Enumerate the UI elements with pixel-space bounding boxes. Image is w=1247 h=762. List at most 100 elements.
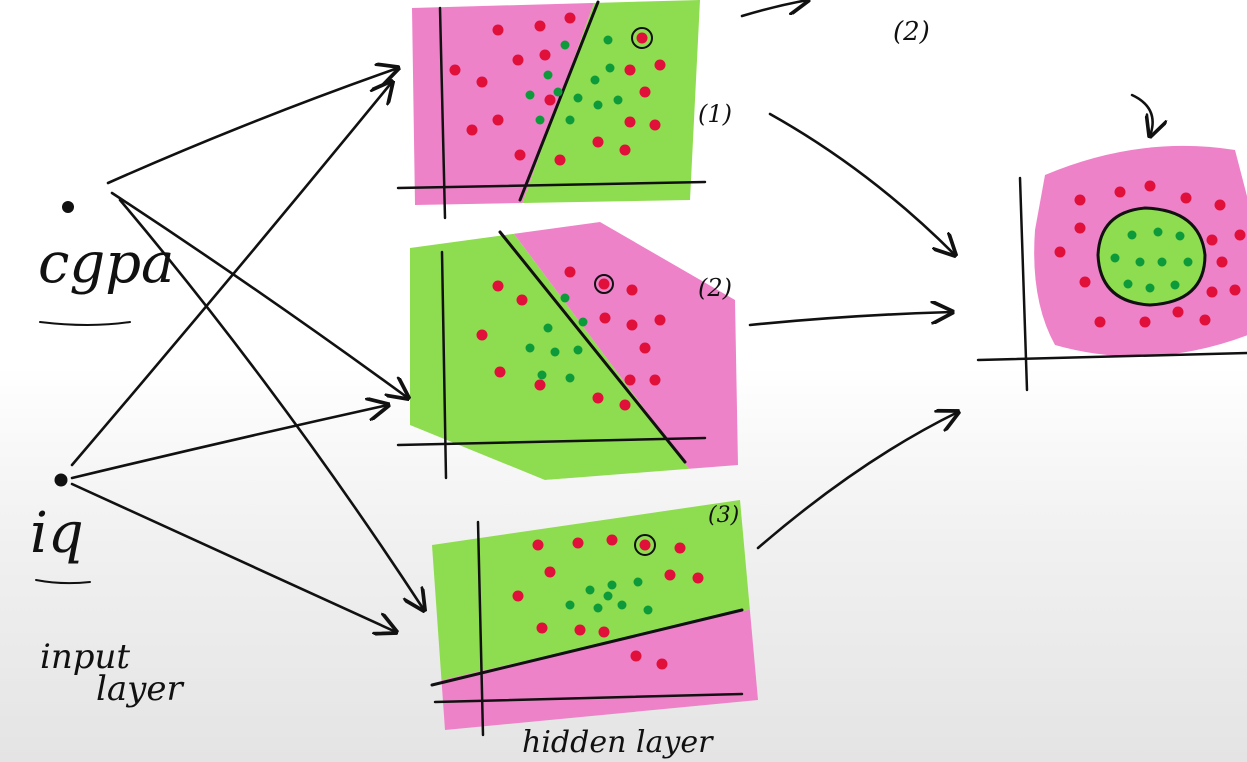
red-point <box>545 567 556 578</box>
red-point <box>599 627 610 638</box>
red-point <box>573 538 584 549</box>
red-point <box>631 651 642 662</box>
red-point <box>650 375 661 386</box>
green-point <box>579 318 588 327</box>
arrow-plot1-to-top <box>742 0 808 16</box>
red-point <box>637 33 648 44</box>
red-point <box>593 393 604 404</box>
green-point <box>1128 231 1137 240</box>
green-point <box>566 601 575 610</box>
red-point <box>1115 187 1126 198</box>
red-point <box>1173 307 1184 318</box>
red-point <box>1230 285 1241 296</box>
green-point <box>526 91 535 100</box>
red-point <box>537 623 548 634</box>
red-point <box>450 65 461 76</box>
green-point <box>561 294 570 303</box>
green-point <box>574 346 583 355</box>
red-point <box>493 25 504 36</box>
red-point <box>495 367 506 378</box>
output-plot <box>978 95 1247 390</box>
red-point <box>1140 317 1151 328</box>
green-point <box>604 592 613 601</box>
green-point <box>561 41 570 50</box>
plot3-tag: (3) <box>708 503 739 528</box>
green-point <box>1184 258 1193 267</box>
red-point <box>675 543 686 554</box>
green-point <box>574 94 583 103</box>
red-point <box>640 343 651 354</box>
plot1-tag: (1) <box>698 100 732 128</box>
green-point <box>566 116 575 125</box>
green-point <box>586 586 595 595</box>
green-point <box>1171 281 1180 290</box>
arrow-cgpa-to-plot1 <box>108 68 398 183</box>
green-point <box>594 604 603 613</box>
red-point <box>517 295 528 306</box>
plot3-regions <box>420 495 770 740</box>
hidden-plot-1: (1) <box>398 0 732 218</box>
green-point <box>591 76 600 85</box>
green-point <box>566 374 575 383</box>
red-point <box>1075 223 1086 234</box>
plot2-tag: (2) <box>698 274 732 302</box>
red-point <box>565 267 576 278</box>
red-point <box>640 540 651 551</box>
arrow-plot2-to-output <box>750 312 952 325</box>
iq-label: iq <box>30 501 84 566</box>
green-point <box>1124 280 1133 289</box>
red-point <box>1075 195 1086 206</box>
green-point <box>538 371 547 380</box>
red-point <box>535 380 546 391</box>
red-point <box>1215 200 1226 211</box>
red-point <box>1095 317 1106 328</box>
red-point <box>627 320 638 331</box>
red-point <box>693 573 704 584</box>
red-point <box>620 400 631 411</box>
red-point <box>650 120 661 131</box>
iq-underline <box>36 580 90 583</box>
red-point <box>1207 235 1218 246</box>
red-point <box>593 137 604 148</box>
red-point <box>607 535 618 546</box>
hidden-plot-3: (3) <box>420 495 770 740</box>
arrow-iq-to-plot2 <box>72 405 388 478</box>
plot2-regions <box>400 215 745 490</box>
red-point <box>545 95 556 106</box>
red-point <box>640 87 651 98</box>
output-pointer-arrow <box>1132 95 1153 136</box>
red-point <box>535 21 546 32</box>
green-point <box>604 36 613 45</box>
red-point <box>620 145 631 156</box>
green-point <box>1176 232 1185 241</box>
red-point <box>625 117 636 128</box>
red-point <box>533 540 544 551</box>
red-point <box>540 50 551 61</box>
red-point <box>599 279 610 290</box>
green-point <box>526 344 535 353</box>
green-point <box>554 88 563 97</box>
green-point <box>594 101 603 110</box>
red-point <box>515 150 526 161</box>
top-tag: (2) <box>893 17 930 47</box>
red-point <box>665 570 676 581</box>
red-point <box>1055 247 1066 258</box>
red-point <box>600 313 611 324</box>
green-point <box>536 116 545 125</box>
green-point <box>644 606 653 615</box>
green-point <box>606 64 615 73</box>
red-point <box>555 155 566 166</box>
green-point <box>614 96 623 105</box>
green-point <box>1158 258 1167 267</box>
input-layer-label-line2: layer <box>96 669 184 709</box>
hidden-plot-2: (2) <box>398 215 745 490</box>
arrow-plot3-to-output <box>758 412 958 548</box>
red-point <box>1145 181 1156 192</box>
red-point <box>477 330 488 341</box>
red-point <box>657 659 668 670</box>
red-point <box>493 281 504 292</box>
red-point <box>1217 257 1228 268</box>
green-point <box>1146 284 1155 293</box>
hidden-layer-label: hidden layer <box>522 725 714 760</box>
